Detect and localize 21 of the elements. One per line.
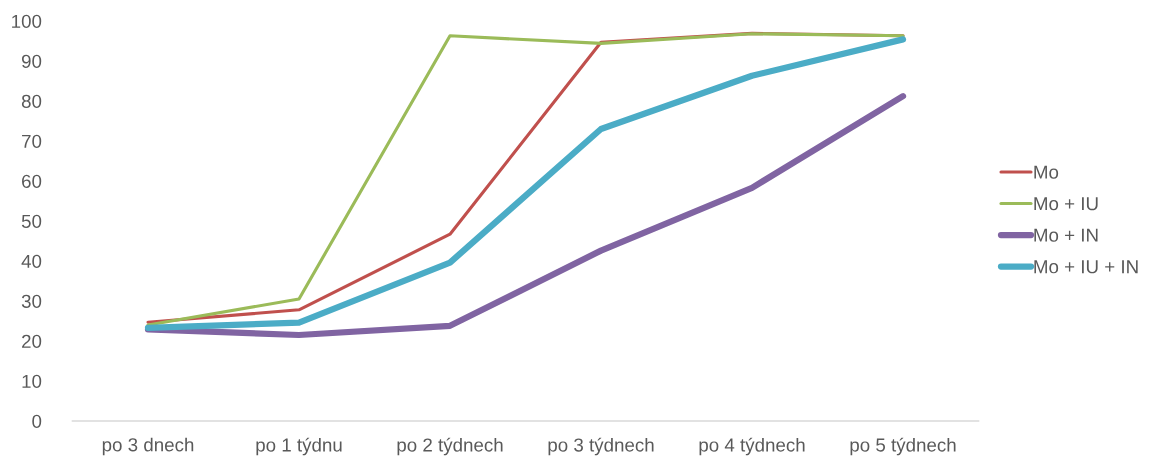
y-tick-label: 20 <box>22 334 42 348</box>
x-tick-label: po 2 týdnech <box>397 437 503 456</box>
legend-label: Mo + IU <box>1034 197 1098 211</box>
y-tick-label: 50 <box>21 214 42 228</box>
y-tick-label: 70 <box>22 134 42 148</box>
y-tick-label: 80 <box>21 94 42 108</box>
x-tick-label: po 1 týdnu <box>256 437 342 456</box>
y-tick-label: 10 <box>22 374 42 388</box>
y-tick-label: 60 <box>22 174 42 188</box>
x-tick-label: po 4 týdnech <box>699 437 805 456</box>
legend-label: Mo + IN <box>1034 228 1098 242</box>
y-tick-label: 90 <box>21 54 42 68</box>
y-tick-label: 0 <box>32 414 42 428</box>
y-tick-label: 30 <box>21 294 42 308</box>
x-tick-label: po 5 týdnech <box>850 437 956 456</box>
x-tick-label: po 3 týdnech <box>548 437 654 456</box>
y-tick-label: 40 <box>21 254 42 268</box>
x-tick-label: po 3 dnech <box>102 437 194 456</box>
legend-label: Mo <box>1034 165 1059 179</box>
legend-label: Mo + IU + IN <box>1034 260 1138 274</box>
y-tick-label: 100 <box>12 14 42 28</box>
